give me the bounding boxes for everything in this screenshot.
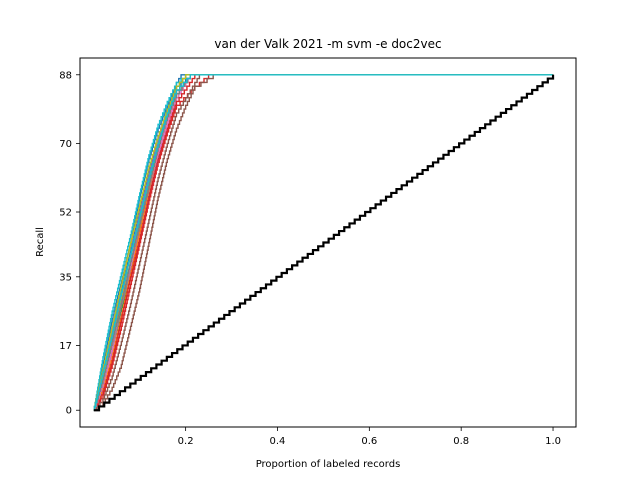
x-tick-label: 0.6 — [361, 436, 377, 447]
recall-curve-10 — [93, 74, 554, 411]
plot-frame — [79, 57, 577, 428]
y-tick-label: 70 — [59, 139, 72, 150]
y-axis-label: Recall — [35, 227, 46, 257]
y-tick-label: 52 — [59, 208, 72, 219]
random-baseline-layer — [93, 74, 555, 412]
recall-curve-18 — [93, 74, 554, 411]
chart-title: van der Valk 2021 -m svm -e doc2vec — [214, 37, 441, 51]
y-tick-label: 0 — [66, 406, 72, 417]
random-baseline-line — [93, 74, 555, 412]
series-layer — [93, 74, 554, 411]
y-tick-label: 17 — [59, 341, 72, 352]
recall-curve-14 — [93, 74, 554, 411]
recall-curve-20 — [93, 74, 554, 411]
y-axis-ticks: 0 17 35 52 70 88 — [59, 70, 80, 417]
x-tick-label: 1.0 — [545, 436, 561, 447]
recall-curve-16 — [93, 74, 554, 411]
y-tick-label: 35 — [59, 272, 72, 283]
recall-curve-19 — [93, 74, 554, 411]
recall-curve-6 — [93, 74, 554, 411]
x-tick-label: 0.4 — [270, 436, 286, 447]
x-axis-label: Proportion of labeled records — [256, 459, 401, 470]
x-axis-ticks: 0.2 0.4 0.6 0.8 1.0 — [178, 427, 561, 447]
x-tick-label: 0.2 — [178, 436, 194, 447]
x-tick-label: 0.8 — [453, 436, 469, 447]
y-tick-label: 88 — [59, 70, 72, 81]
